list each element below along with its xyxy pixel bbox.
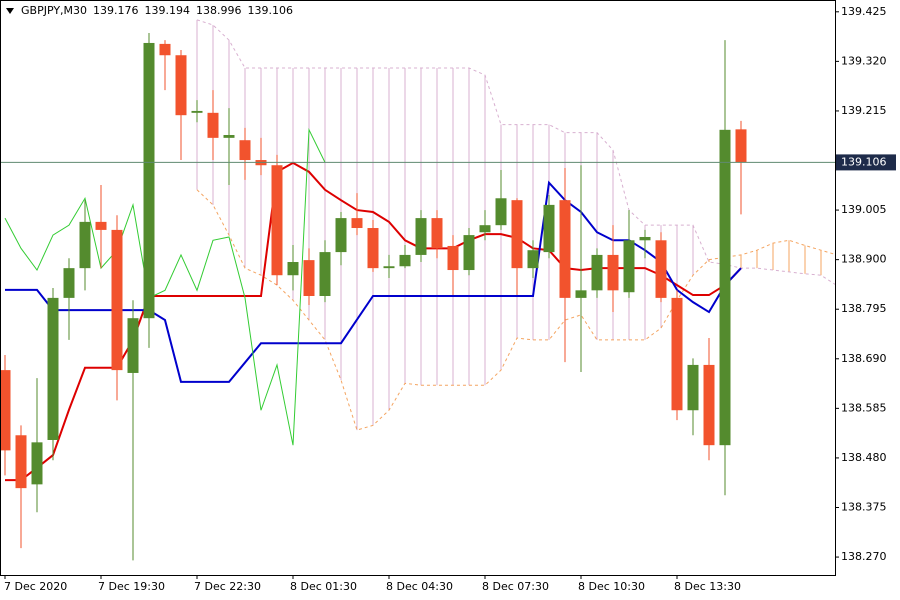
candle-body xyxy=(287,262,299,276)
candle-body xyxy=(463,235,475,271)
candle-body xyxy=(239,140,251,161)
y-tick-label: 138.795 xyxy=(841,302,887,315)
plot-area xyxy=(1,19,835,561)
candle-body xyxy=(207,112,219,138)
candle-body xyxy=(655,240,667,298)
candle-body xyxy=(335,218,347,253)
candle-body xyxy=(575,290,587,298)
candle-body xyxy=(111,229,123,371)
symbol: GBPJPY,M30 xyxy=(21,4,88,17)
plot-frame xyxy=(0,0,836,576)
candle-body xyxy=(367,228,379,269)
candle-body xyxy=(527,250,539,269)
candle-body xyxy=(271,165,283,276)
x-tick-label: 8 Dec 04:30 xyxy=(386,580,453,593)
candle-body xyxy=(15,435,27,489)
high-value: 139.194 xyxy=(144,4,191,17)
x-tick-label: 8 Dec 07:30 xyxy=(482,580,549,593)
candle-body xyxy=(543,204,555,253)
candle-body xyxy=(31,442,43,485)
y-tick-label: 138.585 xyxy=(841,401,887,414)
candle-body xyxy=(735,129,747,163)
candle-body xyxy=(607,254,619,291)
candle-body xyxy=(1,370,11,451)
candle-body xyxy=(719,129,731,446)
candle-body xyxy=(303,260,315,296)
candle-body xyxy=(687,364,699,411)
candle-body xyxy=(671,297,683,411)
candle-body xyxy=(95,221,107,230)
candle-body xyxy=(127,318,139,373)
y-tick-label: 138.480 xyxy=(841,451,887,464)
x-tick-label: 8 Dec 01:30 xyxy=(290,580,357,593)
price-label-box xyxy=(836,154,896,171)
x-tick-label: 8 Dec 10:30 xyxy=(578,580,645,593)
y-tick-label: 138.900 xyxy=(841,253,887,266)
y-tick-label: 138.375 xyxy=(841,500,887,513)
low-value: 138.996 xyxy=(196,4,242,17)
candle-body xyxy=(415,218,427,255)
indicator-line xyxy=(4,127,326,446)
header: GBPJPY,M30 139.176 139.194 138.996 139.1… xyxy=(6,4,293,17)
candle-body xyxy=(159,43,171,56)
candle-body xyxy=(351,218,363,229)
candle-body xyxy=(383,266,395,269)
menu-triangle[interactable] xyxy=(6,7,14,14)
candle-body xyxy=(399,254,411,267)
candle-body xyxy=(79,221,91,269)
candle-body xyxy=(47,297,59,440)
candle-body xyxy=(511,200,523,269)
candle-body xyxy=(63,268,75,298)
indicator-line xyxy=(5,180,742,383)
candle-body xyxy=(319,252,331,296)
y-tick-label: 139.215 xyxy=(841,104,887,117)
candle-body xyxy=(559,200,571,298)
open-value: 139.176 xyxy=(93,4,139,17)
y-tick-label: 139.425 xyxy=(841,5,887,18)
y-tick-label: 139.005 xyxy=(841,203,887,216)
y-tick-label: 138.690 xyxy=(841,352,887,365)
candle-body xyxy=(495,198,507,226)
candle-body xyxy=(639,236,651,241)
indicator-line xyxy=(196,189,835,431)
candle-body xyxy=(703,364,715,446)
candle-body xyxy=(447,245,459,271)
close-value: 139.106 xyxy=(247,4,294,17)
axes: 139.425 139.320 139.215 139.005 138.900 138.7… xyxy=(4,5,896,593)
candle-body xyxy=(623,240,635,293)
candle-body xyxy=(191,110,203,113)
x-tick-label: 8 Dec 13:30 xyxy=(674,580,741,593)
x-tick-label: 7 Dec 22:30 xyxy=(194,580,261,593)
x-tick-label: 7 Dec 2020 xyxy=(4,580,67,593)
y-tick-label: 138.270 xyxy=(841,550,887,563)
candle-body xyxy=(223,135,235,138)
candle-body xyxy=(175,55,187,116)
candle-body xyxy=(143,42,155,319)
candle-body xyxy=(591,254,603,291)
candle-body xyxy=(431,218,443,249)
x-tick-label: 7 Dec 19:30 xyxy=(98,580,165,593)
y-tick-label: 139.320 xyxy=(841,54,887,67)
price-label: 139.106 xyxy=(841,155,887,168)
candle-body xyxy=(479,225,491,233)
